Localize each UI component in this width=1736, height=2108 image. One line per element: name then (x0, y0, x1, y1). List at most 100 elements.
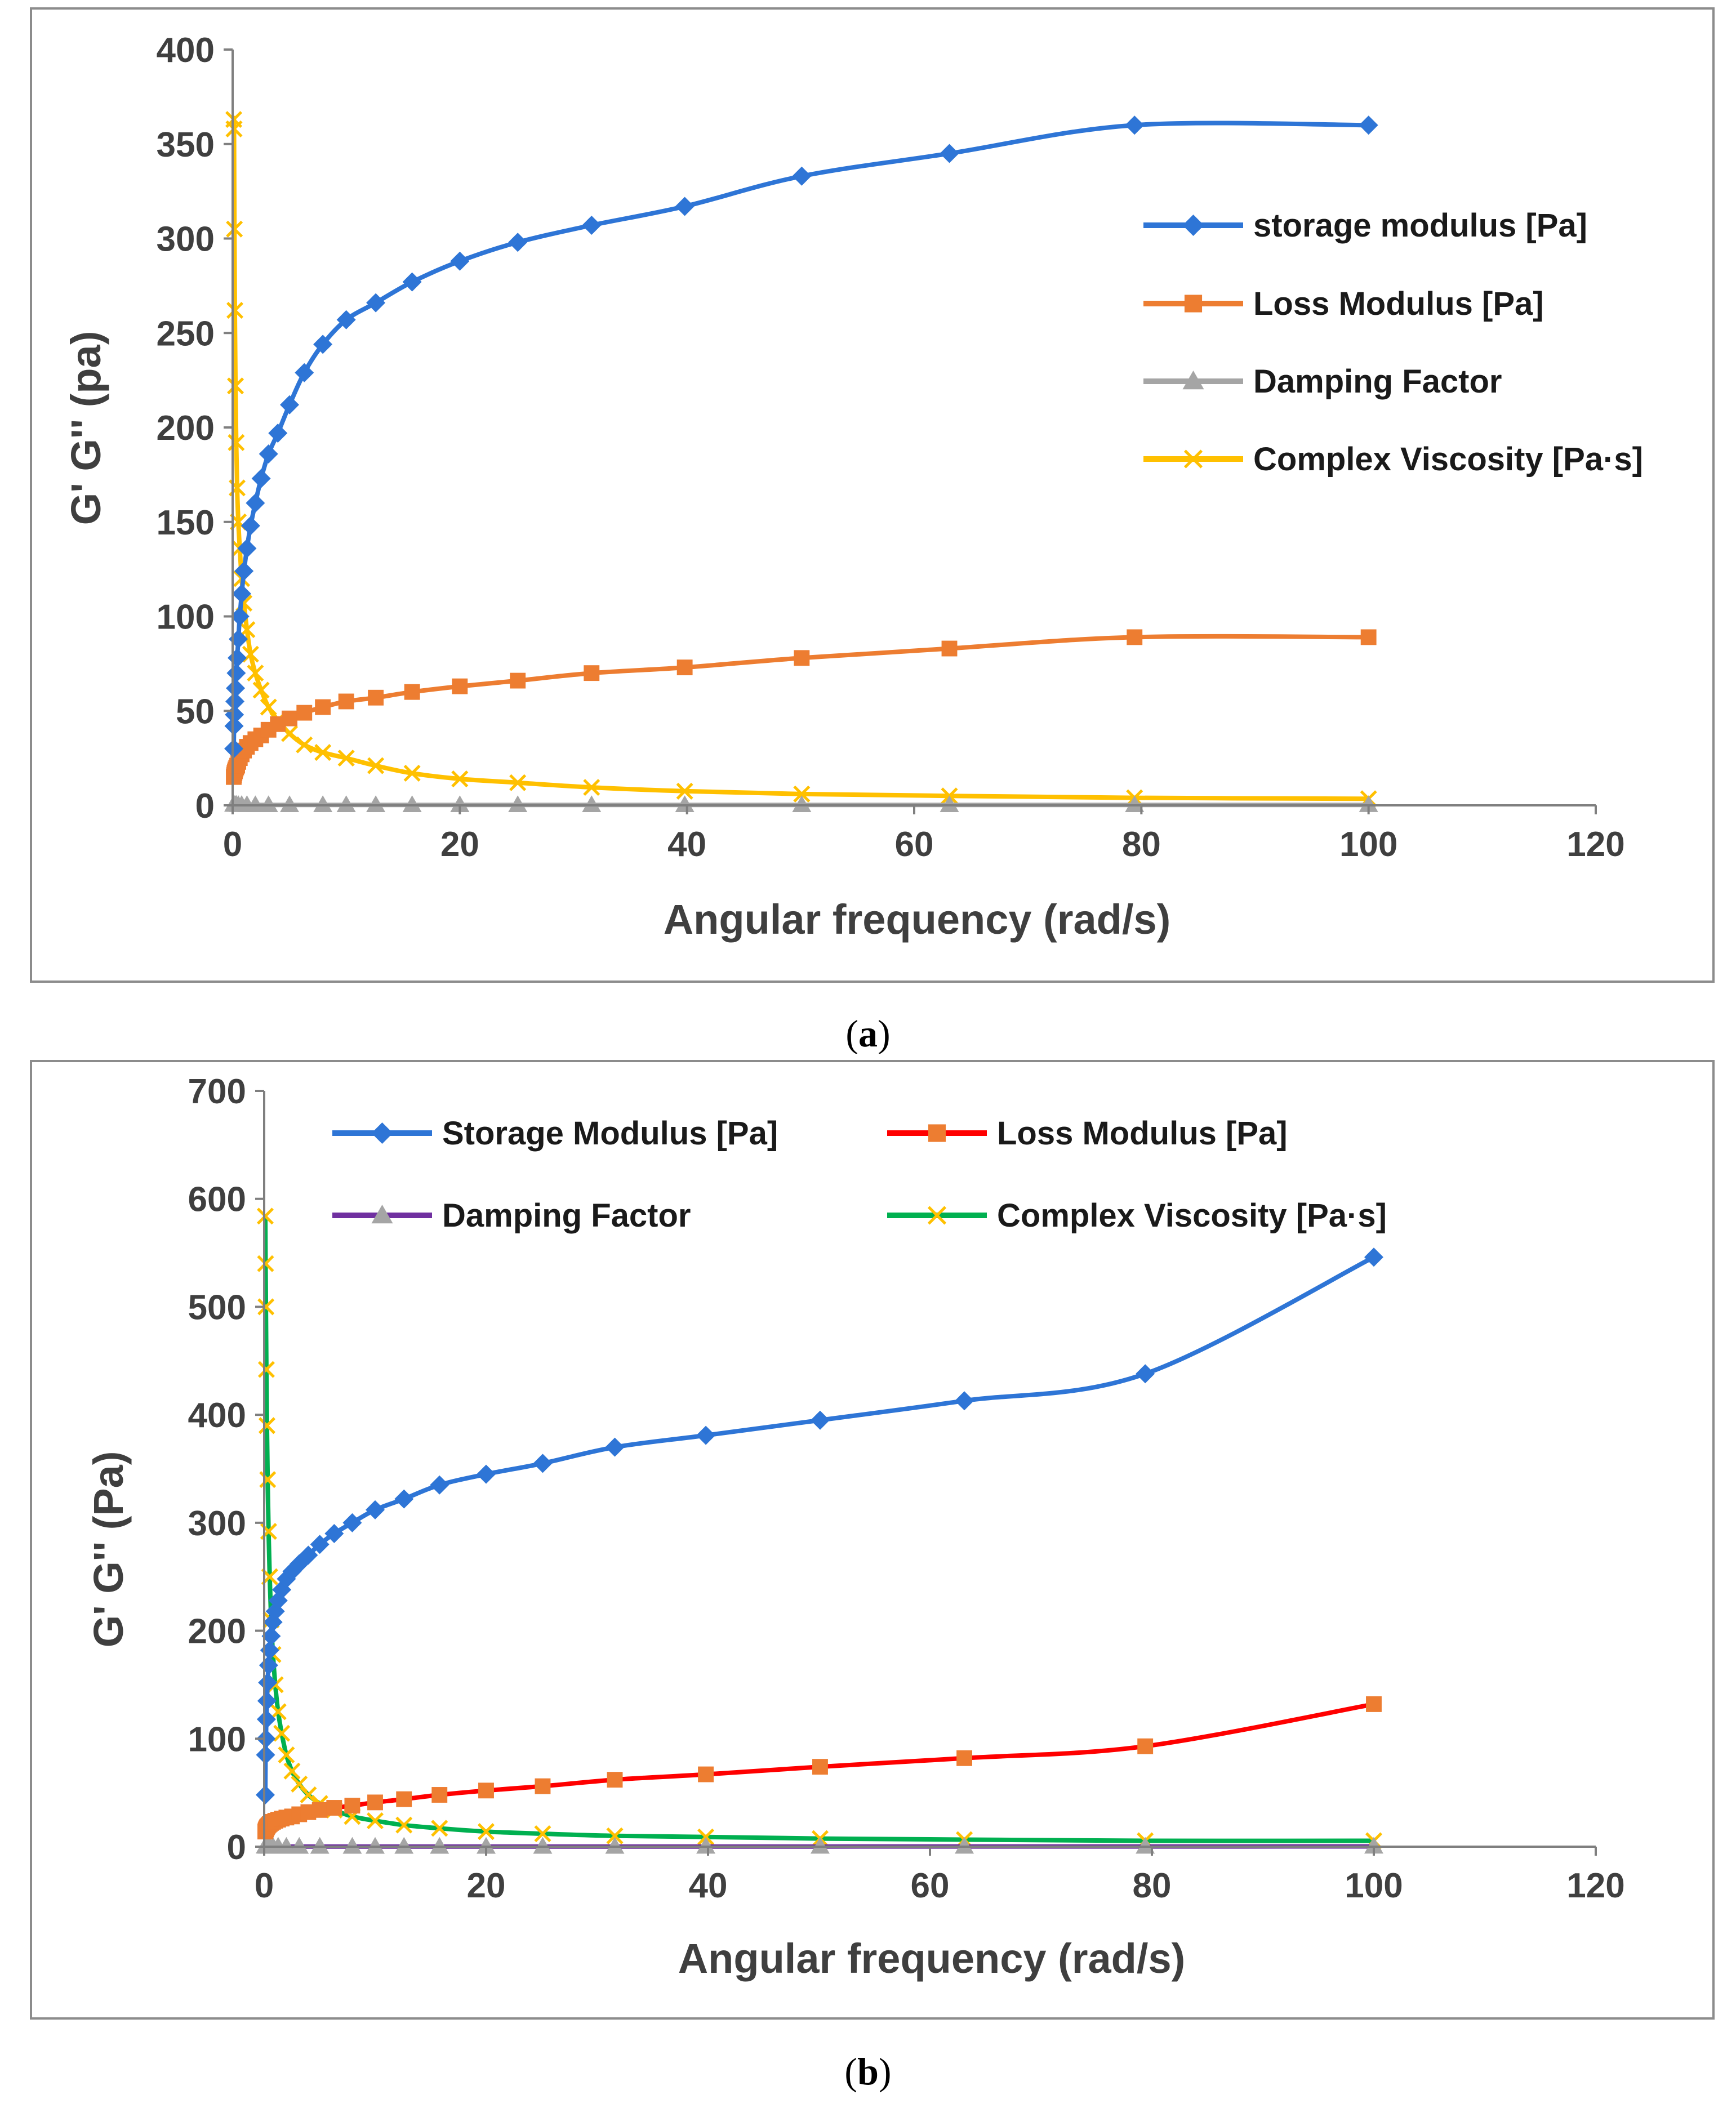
chart-a-point-loss-modulus-pa (368, 689, 384, 706)
chart-b-y-tick-label: 200 (188, 1612, 246, 1651)
chart-a-point-complex-viscosity-pa-s (227, 377, 244, 395)
chart-b-axes: 0 100 200 300 400 500 600 700 0 20 40 60 80 100 120 (188, 1072, 1625, 1905)
chart-b-point-damping-factor (810, 1837, 830, 1854)
chart-b-point-complex-viscosity-pa-s (606, 1827, 624, 1844)
chart-b-point-storage-modulus-pa (324, 1524, 344, 1544)
chart-a-point-complex-viscosity-pa-s (337, 750, 355, 767)
chart-a-point-damping-factor (246, 795, 265, 813)
chart-b-point-loss-modulus-pa (956, 1750, 973, 1766)
chart-a-markers-storage-modulus-pa (224, 115, 1378, 759)
chart-a-point-loss-modulus-pa (404, 684, 420, 700)
chart-b-point-loss-modulus-pa (478, 1782, 494, 1799)
chart-a-legend-label-damping-factor: Damping Factor (1253, 363, 1502, 400)
chart-b-point-storage-modulus-pa (256, 1745, 275, 1765)
chart-b-legend-marker-loss-modulus-pa (928, 1124, 946, 1142)
chart-b-point-storage-modulus-pa (310, 1535, 330, 1554)
chart-b-point-storage-modulus-pa (394, 1489, 414, 1509)
chart-b-x-tick-label: 100 (1345, 1866, 1403, 1905)
chart-b-x-tick-label: 40 (689, 1866, 728, 1905)
chart-a-legend-item-damping-factor: Damping Factor (1143, 363, 1502, 400)
chart-a-point-damping-factor (366, 795, 386, 813)
chart-b-point-damping-factor (955, 1837, 974, 1854)
chart-b-point-loss-modulus-pa (698, 1766, 714, 1782)
chart-a-point-damping-factor (280, 795, 300, 813)
chart-b-x-tick-label: 80 (1133, 1866, 1172, 1905)
chart-b-frame (30, 1060, 1715, 2020)
chart-b-point-complex-viscosity-pa-s (257, 1361, 275, 1378)
chart-a-point-damping-factor (582, 795, 602, 812)
chart-a-legend-label-loss-modulus-pa: Loss Modulus [Pa] (1253, 286, 1544, 322)
chart-a-point-complex-viscosity-pa-s (403, 764, 421, 782)
chart-a-point-storage-modulus-pa (792, 166, 812, 186)
chart-a-point-storage-modulus-pa (230, 607, 250, 626)
chart-a-point-storage-modulus-pa (224, 739, 244, 759)
chart-a-point-loss-modulus-pa (282, 710, 297, 727)
chart-a-point-complex-viscosity-pa-s (367, 757, 385, 774)
chart-b-point-storage-modulus-pa (955, 1391, 974, 1411)
chart-b-point-damping-factor (366, 1837, 385, 1854)
chart-b-point-storage-modulus-pa (299, 1545, 318, 1565)
chart-a-caption-letter: a (858, 1012, 878, 1054)
chart-b-y-axis-title: G' G'' (Pa) (85, 1451, 132, 1648)
chart-b-legend: Storage Modulus [Pa] Loss Modulus [Pa] Dam… (332, 1115, 1387, 1234)
chart-a-point-storage-modulus-pa (402, 272, 422, 292)
chart-b-y-tick-label: 500 (188, 1288, 246, 1327)
chart-a-markers-loss-modulus-pa (226, 629, 1377, 785)
chart-a-point-storage-modulus-pa (675, 197, 695, 216)
chart-b-point-complex-viscosity-pa-s (395, 1816, 413, 1834)
chart-a-point-complex-viscosity-pa-s (314, 744, 332, 761)
chart-a-point-storage-modulus-pa (232, 584, 252, 604)
chart-a-x-tick-label: 0 (223, 825, 242, 864)
chart-b-markers-damping-factor (255, 1837, 1383, 1854)
chart-b-point-storage-modulus-pa (277, 1569, 296, 1589)
chart-b-point-complex-viscosity-pa-s (257, 1298, 275, 1316)
chart-a-markers-damping-factor (224, 795, 1378, 813)
chart-b-legend-marker-complex-viscosity-pa-s (927, 1206, 947, 1225)
chart-a-x-tick-label: 120 (1566, 825, 1624, 864)
chart-a-point-storage-modulus-pa (259, 444, 278, 464)
chart-a-point-storage-modulus-pa (313, 335, 333, 354)
chart-a-point-complex-viscosity-pa-s (252, 681, 270, 699)
chart-b-caption: (b) (844, 2050, 891, 2093)
chart-b-point-loss-modulus-pa (1137, 1738, 1154, 1754)
chart-b-x-tick-label: 60 (911, 1866, 950, 1905)
chart-b-point-damping-factor (1136, 1837, 1155, 1854)
chart-a-y-tick-label: 300 (157, 220, 215, 259)
chart-a-point-complex-viscosity-pa-s (226, 301, 244, 319)
chart-a-y-tick-label: 100 (157, 598, 215, 637)
chart-b-x-tick-label: 0 (255, 1866, 274, 1905)
chart-b-point-loss-modulus-pa (812, 1759, 828, 1775)
chart-b-point-storage-modulus-pa (268, 1590, 288, 1610)
chart-a-point-damping-factor (1359, 795, 1378, 812)
chart-a-point-complex-viscosity-pa-s (247, 665, 264, 682)
chart-a-series-group (224, 111, 1378, 813)
chart-a-point-storage-modulus-pa (366, 293, 386, 313)
chart-a-point-loss-modulus-pa (315, 699, 331, 715)
chart-b-point-storage-modulus-pa (290, 1554, 309, 1574)
chart-b-point-complex-viscosity-pa-s (366, 1812, 384, 1830)
chart-b-point-loss-modulus-pa (326, 1800, 342, 1816)
chart-a-legend-marker-storage-modulus-pa (1182, 215, 1204, 236)
chart-b-markers-loss-modulus-pa (257, 1696, 1382, 1840)
chart-b-legend-marker-damping-factor (371, 1205, 393, 1224)
chart-a-point-damping-factor (792, 795, 812, 812)
chart-b-point-storage-modulus-pa (1136, 1364, 1155, 1384)
chart-b-point-complex-viscosity-pa-s (300, 1786, 317, 1804)
chart-b-point-damping-factor (430, 1837, 449, 1854)
chart-a-legend-marker-loss-modulus-pa (1184, 295, 1203, 313)
chart-a-point-complex-viscosity-pa-s (242, 645, 259, 663)
chart-a-y-tick-label: 250 (157, 314, 215, 353)
chart-a-legend-item-storage-modulus-pa: storage modulus [Pa] (1143, 207, 1587, 244)
chart-a-point-storage-modulus-pa (234, 561, 254, 581)
chart-a-y-tick-label: 400 (157, 31, 215, 70)
chart-b-point-storage-modulus-pa (366, 1500, 385, 1519)
chart-a-x-tick-label: 80 (1122, 825, 1161, 864)
chart-a-point-complex-viscosity-pa-s (793, 785, 811, 803)
chart-a-point-damping-factor (336, 795, 356, 813)
chart-a-y-tick-label: 150 (157, 503, 215, 542)
chart-b-point-damping-factor (310, 1837, 330, 1854)
chart-a-point-loss-modulus-pa (794, 650, 810, 666)
chart-a-point-loss-modulus-pa (452, 678, 468, 694)
chart-b-point-complex-viscosity-pa-s (258, 1417, 275, 1434)
